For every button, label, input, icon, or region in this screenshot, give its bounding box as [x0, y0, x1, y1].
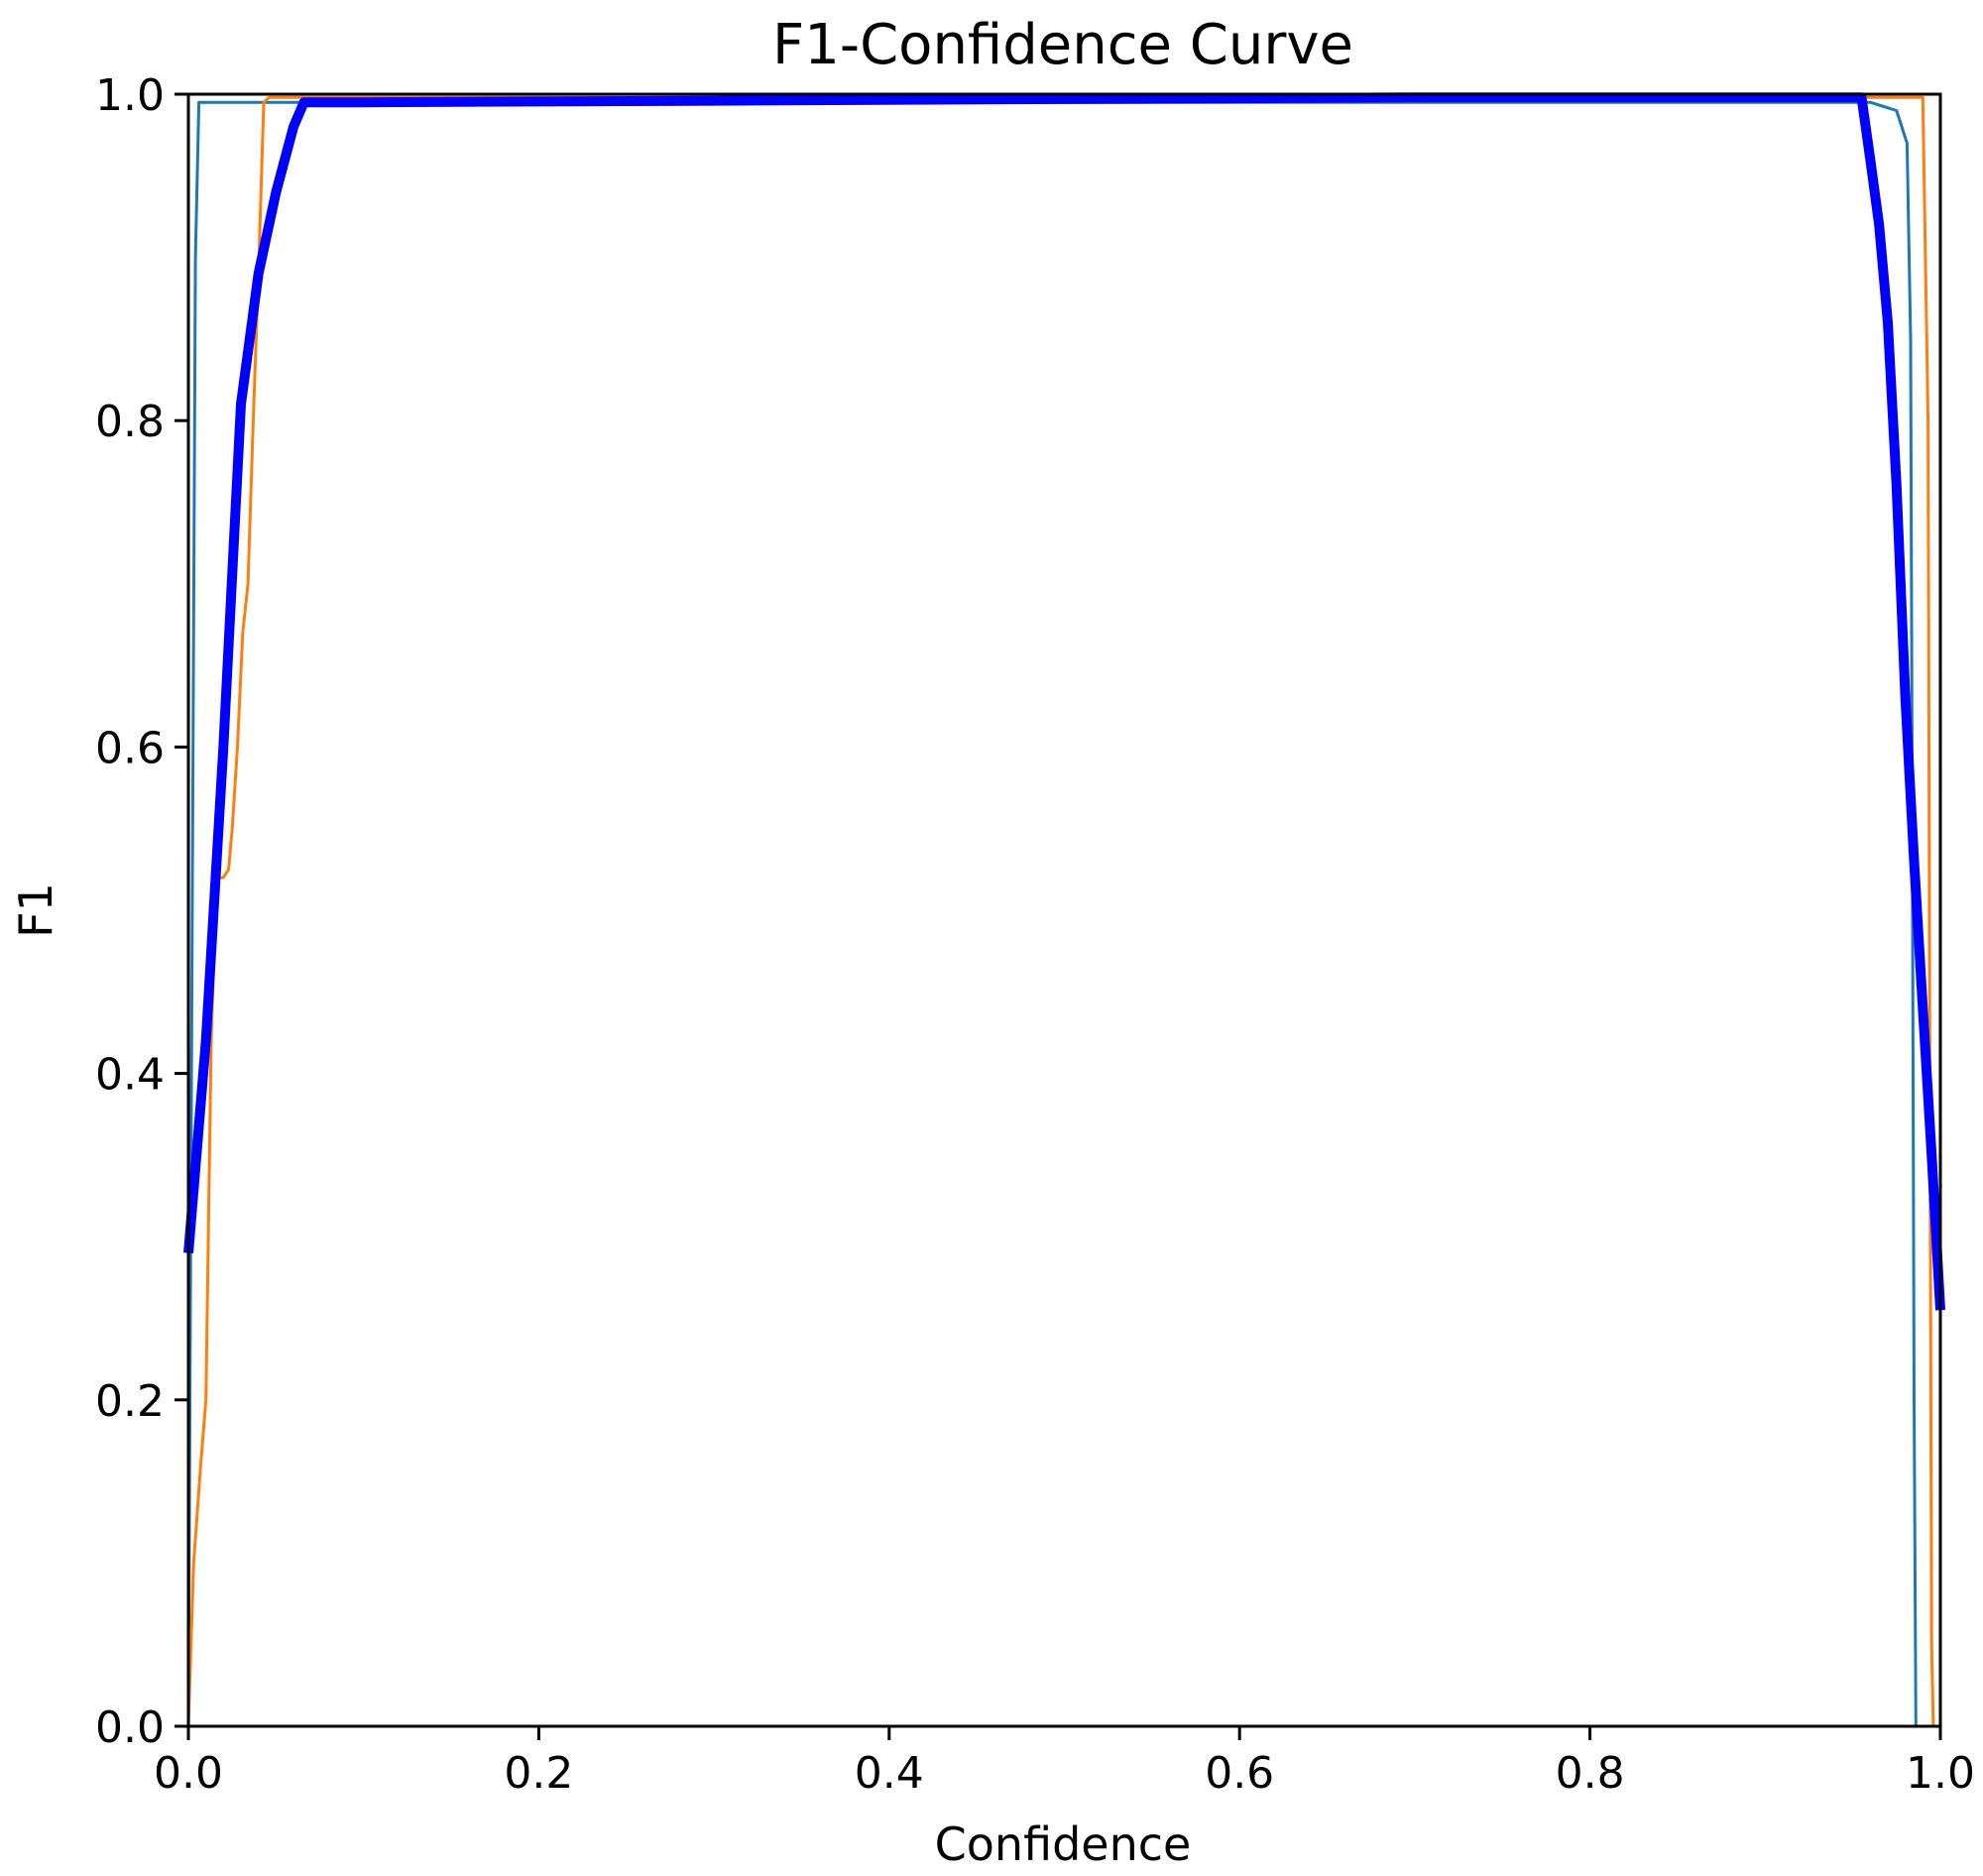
x-axis: 0.0 0.2 0.4 0.6 0.8 1.0 [154, 1726, 1975, 1799]
y-tick-label: 0.2 [95, 1376, 165, 1427]
y-tick-label: 0.8 [95, 397, 165, 447]
y-axis-label: F1 [9, 882, 62, 938]
y-tick-label: 0.6 [95, 723, 165, 773]
plot-background [188, 94, 1940, 1726]
x-axis-label: Confidence [935, 1817, 1192, 1871]
x-tick-label: 1.0 [1906, 1748, 1975, 1799]
y-tick-label: 0.0 [95, 1702, 165, 1753]
series-layer [183, 92, 1945, 1728]
x-tick-label: 0.6 [1205, 1748, 1274, 1799]
series-line-3 [183, 92, 1945, 1311]
y-axis: 0.0 0.2 0.4 0.6 0.8 1.0 [95, 70, 188, 1753]
x-tick-label: 0.8 [1556, 1748, 1625, 1799]
x-tick-label: 0.2 [504, 1748, 573, 1799]
x-tick-label: 0.0 [154, 1748, 223, 1799]
chart-title: F1-Confidence Curve [772, 13, 1353, 77]
x-tick-label: 0.4 [855, 1748, 924, 1799]
plot-frame [186, 92, 1942, 1728]
y-tick-label: 0.4 [95, 1050, 165, 1101]
plot-area [183, 92, 1945, 1728]
y-tick-label: 1.0 [95, 70, 165, 121]
